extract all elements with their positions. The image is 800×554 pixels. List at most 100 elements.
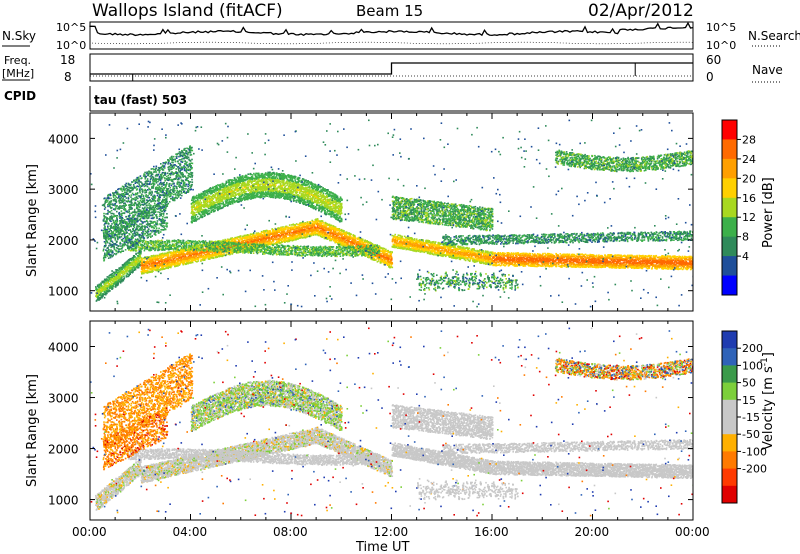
power-cell bbox=[357, 237, 359, 239]
power-cell bbox=[120, 266, 123, 269]
power-cell bbox=[288, 224, 291, 226]
power-cell bbox=[128, 273, 130, 276]
power-cell bbox=[181, 250, 184, 252]
power-cell bbox=[162, 247, 164, 250]
power-cell bbox=[301, 227, 303, 230]
power-cell bbox=[166, 242, 169, 244]
power-cell bbox=[144, 271, 146, 273]
power-cell bbox=[260, 237, 263, 239]
power-cell bbox=[222, 254, 225, 257]
power-cell bbox=[99, 297, 101, 299]
power-cell bbox=[138, 262, 140, 265]
power-cell bbox=[100, 294, 102, 296]
power-cell bbox=[118, 271, 121, 273]
power-cell bbox=[115, 275, 118, 278]
power-cell bbox=[388, 255, 390, 257]
power-cell bbox=[161, 242, 164, 244]
power-cell bbox=[337, 236, 339, 238]
power-cell bbox=[345, 236, 348, 238]
power-cell bbox=[123, 266, 125, 268]
power-cell bbox=[316, 228, 318, 230]
power-cell bbox=[124, 270, 127, 272]
power-cell bbox=[96, 285, 99, 288]
power-cell bbox=[134, 267, 136, 269]
power-cell bbox=[359, 243, 361, 246]
nave-tick-low: 0 bbox=[706, 70, 714, 84]
power-cell bbox=[178, 259, 180, 262]
power-cell bbox=[193, 242, 195, 245]
freq-nave-panel: Freq. [MHz] 18 8 60 0 Nave bbox=[2, 53, 783, 84]
power-cell bbox=[383, 247, 386, 250]
power-cell bbox=[149, 265, 151, 267]
power-cell bbox=[316, 218, 319, 220]
power-cell bbox=[117, 277, 120, 280]
power-cell bbox=[115, 276, 118, 279]
power-cell bbox=[100, 292, 102, 295]
power-cell bbox=[98, 285, 100, 287]
power-cell bbox=[263, 232, 265, 235]
nsearch-label: N.Search bbox=[748, 29, 800, 43]
power-cell bbox=[117, 283, 119, 286]
power-cell bbox=[205, 256, 208, 259]
power-cell bbox=[122, 270, 125, 272]
freq-tick-high: 18 bbox=[60, 53, 75, 67]
power-cell bbox=[156, 256, 158, 258]
power-cell bbox=[182, 241, 184, 243]
power-cell bbox=[106, 290, 109, 293]
power-cell bbox=[106, 285, 109, 288]
power-cell bbox=[319, 220, 322, 222]
power-cell bbox=[313, 222, 315, 225]
power-cell bbox=[224, 238, 226, 241]
power-cell bbox=[188, 242, 190, 244]
power-cell bbox=[196, 256, 199, 259]
power-cell bbox=[134, 256, 136, 258]
power-cell bbox=[183, 242, 185, 245]
power-cell bbox=[335, 241, 337, 243]
noise-panel: N.Sky N.Search 10^5 10^0 10^5 10^0 bbox=[2, 21, 800, 52]
power-cell bbox=[161, 239, 163, 242]
power-cell bbox=[194, 240, 197, 242]
power-cell bbox=[127, 264, 129, 266]
power-cell bbox=[144, 241, 147, 244]
power-cell bbox=[286, 226, 288, 229]
power-cell bbox=[120, 275, 123, 278]
power-cell bbox=[111, 284, 113, 286]
power-cell bbox=[111, 282, 114, 285]
power-cell bbox=[110, 273, 112, 276]
power-cell bbox=[125, 269, 128, 271]
power-cell bbox=[286, 234, 288, 236]
power-cell bbox=[161, 261, 164, 264]
power-cell bbox=[298, 226, 301, 229]
power-cell bbox=[191, 261, 194, 264]
power-cell bbox=[178, 249, 180, 252]
power-cell bbox=[190, 243, 193, 246]
power-cell bbox=[179, 239, 182, 242]
power-cell bbox=[98, 283, 101, 286]
power-cell bbox=[178, 252, 180, 254]
power-cell bbox=[194, 257, 196, 259]
power-cell bbox=[175, 240, 178, 242]
power-cell bbox=[386, 254, 389, 257]
power-cell bbox=[107, 290, 110, 293]
power-cell bbox=[99, 293, 101, 296]
power-cell bbox=[390, 258, 393, 260]
power-cell bbox=[135, 249, 138, 252]
power-cell bbox=[135, 252, 137, 255]
power-cell bbox=[152, 267, 154, 270]
power-cell bbox=[203, 252, 205, 255]
power-cell bbox=[289, 239, 292, 242]
power-cell bbox=[233, 238, 236, 240]
power-cell bbox=[330, 224, 333, 227]
power-cell bbox=[118, 278, 120, 281]
power-cell bbox=[363, 240, 366, 242]
power-cell bbox=[327, 237, 330, 239]
power-cell bbox=[158, 266, 161, 268]
power-cell bbox=[146, 264, 149, 267]
power-cell bbox=[102, 280, 105, 283]
power-cell bbox=[136, 254, 139, 257]
power-cell bbox=[140, 251, 142, 254]
power-cell bbox=[127, 267, 130, 269]
power-cell bbox=[135, 260, 137, 263]
power-cell bbox=[275, 239, 278, 241]
power-cell bbox=[306, 236, 308, 238]
